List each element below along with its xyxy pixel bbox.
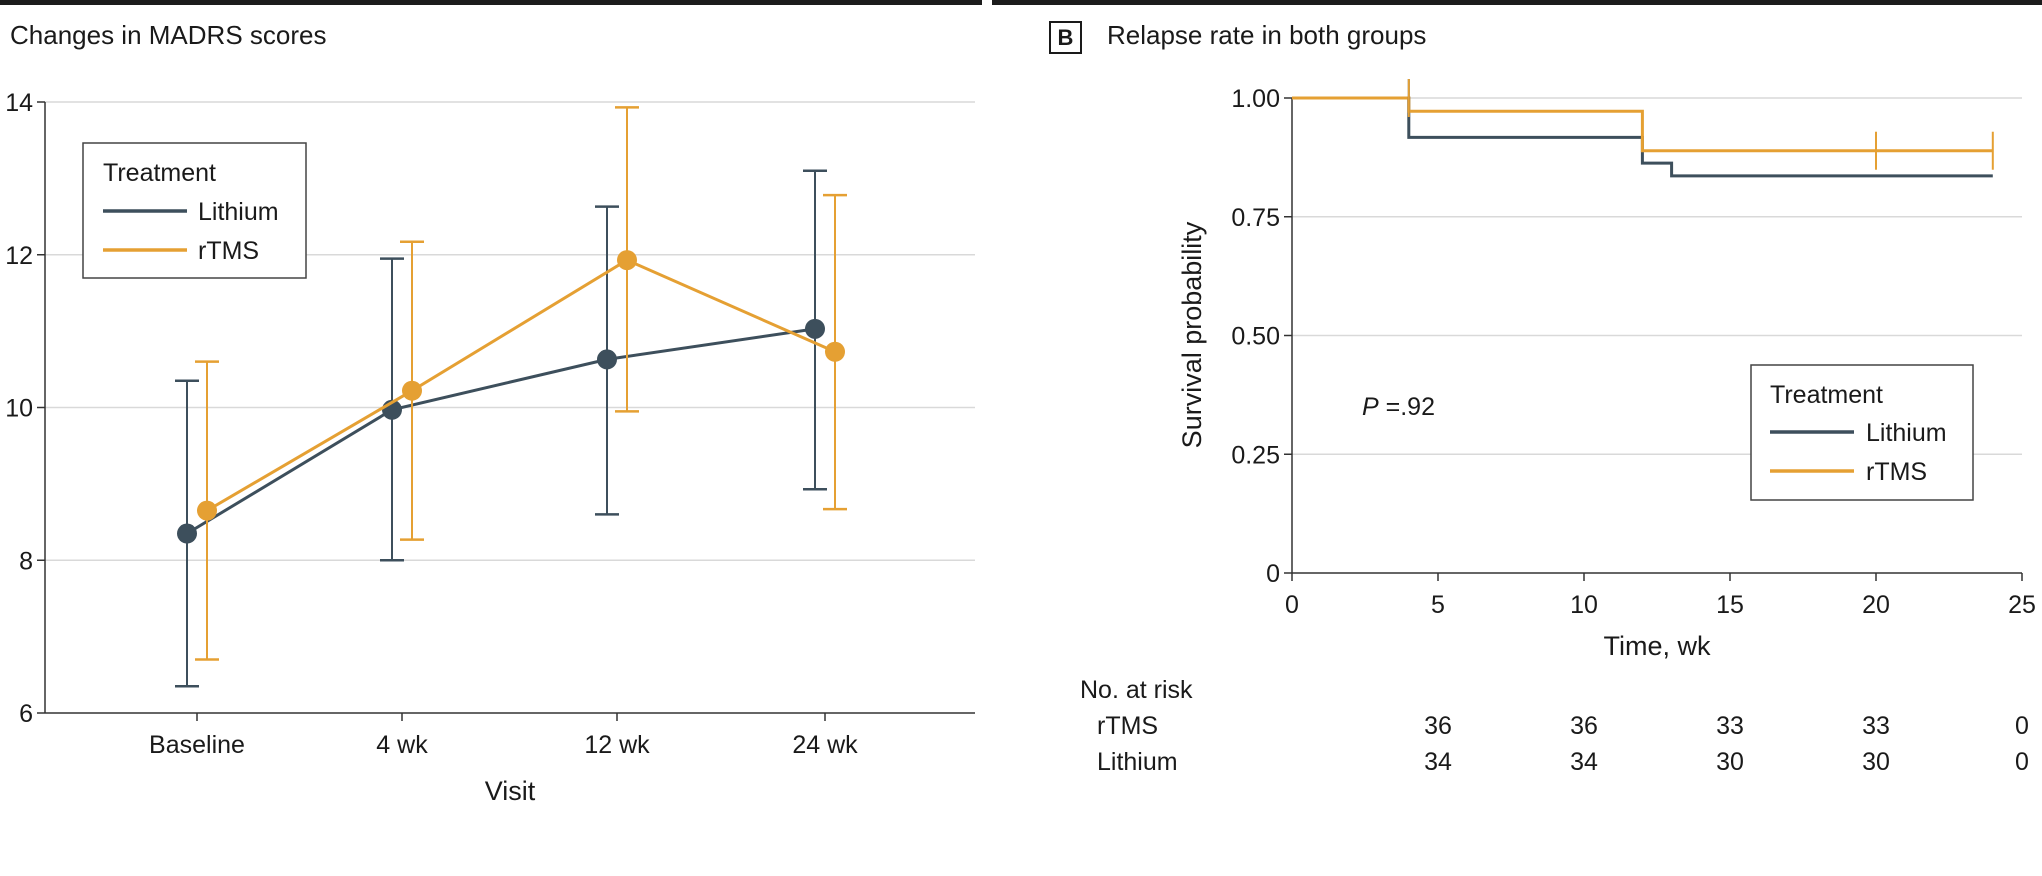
p-value-annotation: P =.92	[1362, 393, 1435, 421]
series-line-rtms	[206, 258, 836, 512]
y-axis-title: Survival probability	[1177, 221, 1207, 448]
panel-b-letter: B	[1049, 21, 1082, 54]
legend-label: rTMS	[1866, 458, 1927, 486]
x-tick-label: 10	[1570, 591, 1598, 619]
risk-table-cell: 36	[1570, 712, 1598, 740]
risk-table-row-label: Lithium	[1097, 748, 1178, 776]
risk-table-cell: 33	[1716, 712, 1744, 740]
risk-table-cell: 34	[1424, 748, 1452, 776]
risk-table-cell: 33	[1862, 712, 1890, 740]
x-tick-label: 20	[1862, 591, 1890, 619]
x-tick-label: 15	[1716, 591, 1744, 619]
top-rule-right	[992, 0, 2042, 5]
x-axis-title: Time, wk	[1604, 631, 1711, 661]
x-axis-title: Visit	[485, 776, 536, 806]
y-tick-label: 10	[5, 395, 33, 423]
top-rule-left	[0, 0, 982, 5]
panel-a-title: Changes in MADRS scores	[10, 20, 327, 50]
legend-label: Lithium	[1866, 419, 1947, 447]
data-point-lithium	[597, 349, 617, 370]
y-tick-label: 0.50	[1231, 323, 1280, 351]
data-point-lithium	[805, 318, 825, 339]
risk-table-cell: 0	[2015, 712, 2029, 740]
risk-table-cell: 30	[1862, 748, 1890, 776]
data-point-rtms	[402, 380, 422, 401]
y-tick-label: 12	[5, 242, 33, 270]
data-point-rtms	[617, 250, 637, 271]
legend-title: Treatment	[1770, 381, 1883, 409]
legend-label: Lithium	[198, 198, 279, 226]
y-tick-label: 6	[19, 700, 33, 728]
y-tick-label: 14	[5, 89, 33, 117]
legend-title: Treatment	[103, 159, 216, 187]
x-tick-label: 4 wk	[376, 731, 428, 759]
madrs-line-chart: 6 8 10 12 14 Baseline 4 wk 12 wk 24 wk Visit Treat…	[5, 89, 975, 806]
risk-table-cell: 34	[1570, 748, 1598, 776]
risk-table-title: No. at risk	[1080, 676, 1193, 704]
risk-table-cell: 36	[1424, 712, 1452, 740]
survival-curve-rtms	[1292, 96, 1993, 153]
x-tick-label: 24 wk	[792, 731, 858, 759]
x-tick-label: 25	[2008, 591, 2036, 619]
risk-table-cell: 30	[1716, 748, 1744, 776]
series-line-lithium	[186, 327, 816, 535]
x-tick-label: Baseline	[149, 731, 245, 759]
risk-table-row-label: rTMS	[1097, 712, 1158, 740]
x-tick-label: 12 wk	[584, 731, 650, 759]
data-point-rtms	[197, 500, 217, 521]
y-tick-label: 1.00	[1231, 85, 1280, 113]
y-tick-label: 8	[19, 547, 33, 575]
risk-table-cell: 0	[2015, 748, 2029, 776]
data-point-lithium	[177, 523, 197, 544]
data-point-rtms	[825, 341, 845, 362]
y-tick-label: 0.75	[1231, 204, 1280, 232]
legend-label: rTMS	[198, 237, 259, 265]
x-tick-label: 0	[1285, 591, 1299, 619]
x-tick-label: 5	[1431, 591, 1445, 619]
panel-b-title: Relapse rate in both groups	[1107, 20, 1427, 50]
y-tick-label: 0.25	[1231, 441, 1280, 469]
y-tick-label: 0	[1266, 560, 1280, 588]
